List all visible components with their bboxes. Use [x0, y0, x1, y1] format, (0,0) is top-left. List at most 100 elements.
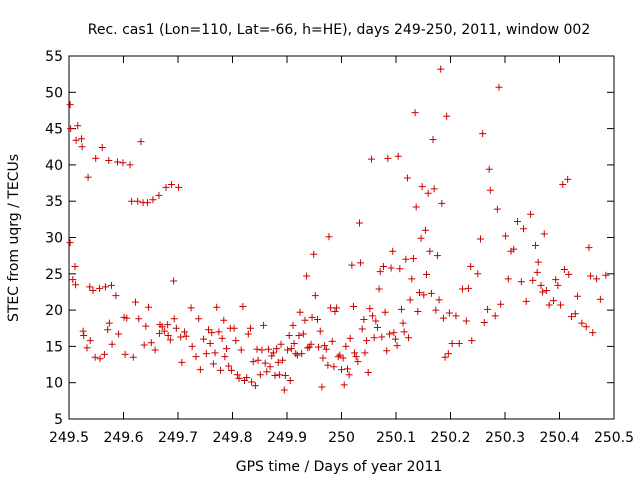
- data-point: [266, 363, 274, 371]
- data-point: [367, 155, 375, 163]
- data-point: [573, 292, 581, 300]
- data-point: [308, 313, 316, 321]
- data-point: [348, 261, 356, 269]
- data-point: [336, 351, 344, 359]
- data-point: [587, 272, 595, 280]
- data-point: [249, 358, 257, 366]
- data-point: [182, 332, 190, 340]
- data-point: [537, 281, 545, 289]
- data-point: [355, 219, 363, 227]
- data-point: [271, 371, 279, 379]
- data-point: [443, 112, 451, 120]
- data-point: [375, 285, 383, 293]
- data-point: [318, 383, 326, 391]
- data-point: [421, 226, 429, 234]
- data-point: [151, 346, 159, 354]
- data-point: [550, 297, 558, 305]
- data-point: [261, 359, 269, 367]
- data-point: [290, 339, 298, 347]
- data-point: [321, 342, 329, 350]
- data-point: [129, 353, 137, 361]
- data-point: [112, 292, 120, 300]
- x-tick-label: 249.5: [49, 430, 89, 446]
- y-tick-label: 25: [45, 267, 63, 283]
- y-tick-label: 30: [45, 231, 63, 247]
- data-point: [211, 349, 219, 357]
- data-point: [131, 298, 139, 306]
- data-point: [126, 161, 134, 169]
- y-tick-label: 15: [45, 339, 63, 355]
- data-point: [330, 363, 338, 371]
- data-point: [582, 323, 590, 331]
- data-point: [491, 312, 499, 320]
- data-point: [175, 183, 183, 191]
- data-point: [314, 316, 322, 324]
- data-point: [273, 345, 281, 353]
- data-point: [160, 327, 168, 335]
- y-tick-label: 5: [54, 412, 63, 428]
- data-point: [474, 270, 482, 278]
- data-point: [206, 339, 214, 347]
- data-point: [448, 339, 456, 347]
- data-point: [301, 316, 309, 324]
- data-point: [455, 339, 463, 347]
- y-tick-label: 10: [45, 376, 63, 392]
- data-point: [339, 354, 347, 362]
- data-point: [305, 343, 313, 351]
- data-point: [220, 316, 228, 324]
- data-point: [72, 136, 80, 144]
- data-point: [346, 334, 354, 342]
- data-point: [540, 230, 548, 238]
- data-point: [373, 324, 381, 332]
- data-point: [502, 232, 510, 240]
- data-point: [137, 138, 145, 146]
- data-point: [333, 304, 341, 312]
- data-point: [78, 143, 86, 151]
- data-point: [147, 339, 155, 347]
- data-point: [552, 276, 560, 284]
- y-tick-label: 45: [45, 122, 63, 138]
- data-point: [86, 283, 94, 291]
- x-tick-label: 250.5: [594, 430, 634, 446]
- data-point: [134, 197, 142, 205]
- data-point: [218, 334, 226, 342]
- data-point: [485, 165, 493, 173]
- data-point: [415, 289, 423, 297]
- data-point: [435, 296, 443, 304]
- x-tick-label: 250.3: [485, 430, 525, 446]
- data-point: [92, 154, 100, 162]
- x-tick-label: 250.4: [539, 430, 579, 446]
- data-point: [256, 371, 264, 379]
- data-point: [188, 342, 196, 350]
- data-point: [370, 334, 378, 342]
- data-point: [316, 327, 324, 335]
- data-point: [510, 245, 518, 253]
- data-point: [244, 330, 252, 338]
- data-point: [246, 324, 254, 332]
- data-point: [239, 302, 247, 310]
- data-point: [286, 377, 294, 385]
- y-tick-label: 20: [45, 303, 63, 319]
- data-point: [560, 265, 568, 273]
- data-point: [426, 247, 434, 255]
- data-point: [67, 125, 75, 133]
- data-point: [596, 295, 604, 303]
- data-point: [396, 265, 404, 273]
- data-point: [293, 351, 301, 359]
- data-point: [399, 319, 407, 327]
- data-point: [493, 205, 501, 213]
- data-point: [172, 324, 180, 332]
- data-point: [504, 275, 512, 283]
- data-point: [89, 286, 97, 294]
- data-point: [363, 337, 371, 345]
- data-point: [200, 335, 208, 343]
- data-point: [217, 366, 225, 374]
- data-point: [545, 301, 553, 309]
- data-point: [372, 317, 380, 325]
- data-point: [230, 324, 238, 332]
- data-point: [205, 326, 213, 334]
- data-point: [385, 330, 393, 338]
- data-point: [352, 353, 360, 361]
- data-point: [164, 321, 172, 329]
- tick-marks: [68, 55, 615, 420]
